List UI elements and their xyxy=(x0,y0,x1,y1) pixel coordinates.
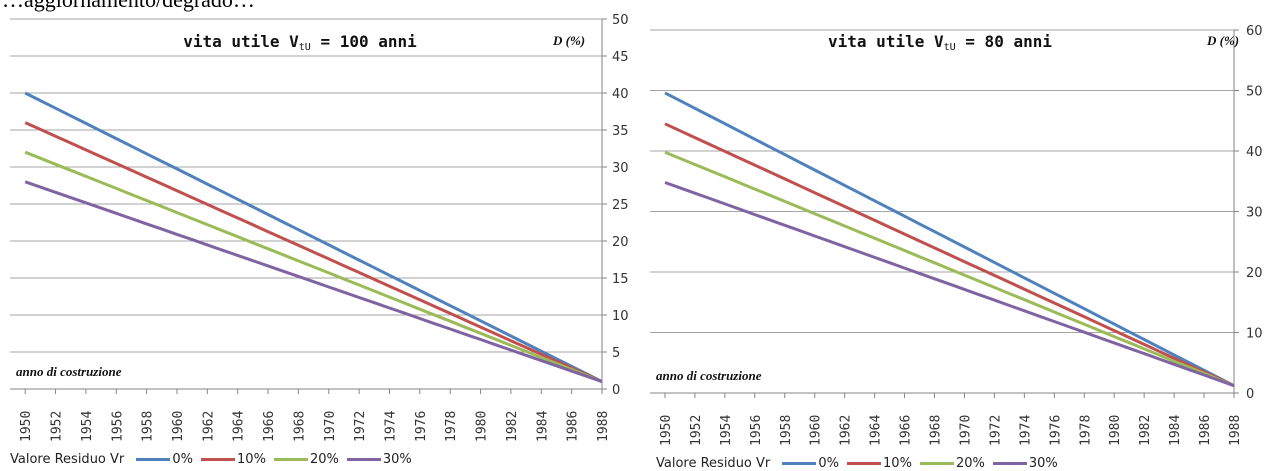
y-tick-label: 15 xyxy=(612,272,629,287)
legend-label: 0% xyxy=(818,456,840,471)
x-tick-label: 1984 xyxy=(1168,415,1183,446)
legend-label: 10% xyxy=(883,456,912,471)
y-tick-label: 40 xyxy=(612,87,629,102)
x-tick-label: 1986 xyxy=(566,411,581,442)
y-tick-label: 40 xyxy=(1246,145,1263,160)
series-line-30pct xyxy=(664,181,1235,388)
x-tick-label: 1954 xyxy=(719,415,734,446)
x-tick-label: 1976 xyxy=(414,411,429,442)
x-tick-label: 1976 xyxy=(1048,415,1063,446)
x-tick-label: 1980 xyxy=(475,411,490,442)
x-tick-label: 1952 xyxy=(689,415,704,446)
series-line-30pct xyxy=(24,180,603,384)
x-axis-label: anno di costruzione xyxy=(16,364,122,379)
y-tick-label: 50 xyxy=(612,13,629,28)
x-tick-label: 1966 xyxy=(262,411,277,442)
y-tick-label: 0 xyxy=(1246,387,1254,402)
legend-swatch xyxy=(201,458,236,461)
legend-swatch xyxy=(782,462,817,465)
y-tick-label: 0 xyxy=(612,383,620,398)
legend: Valore Residuo Vr 0% 10% 20% 30% xyxy=(656,456,1058,471)
x-tick-label: 1962 xyxy=(201,411,216,442)
x-tick-label: 1966 xyxy=(899,415,914,446)
y-tick-label: 10 xyxy=(1246,327,1263,342)
legend-label: 20% xyxy=(309,452,339,467)
chart-left-svg: 0 5 10 15 20 25 30 35 40 45 50 1950 1952 1954 1956 1958… xyxy=(10,13,629,442)
x-tick-label: 1970 xyxy=(958,415,973,446)
figure-caption: …aggiornamento/degrado… xyxy=(2,0,255,13)
series-line-0pct xyxy=(24,91,603,383)
legend-swatch xyxy=(992,462,1027,465)
legend-title: Valore Residuo Vr xyxy=(656,456,771,471)
x-tick-label: 1982 xyxy=(505,411,520,442)
series-line-20pct xyxy=(664,150,1235,388)
y-tick-label: 20 xyxy=(1246,266,1263,281)
x-tick-label: 1962 xyxy=(839,415,854,446)
legend-label: 30% xyxy=(382,452,412,467)
x-tick-label: 1964 xyxy=(232,411,247,442)
legend-swatch xyxy=(136,458,171,461)
y-tick-label: 50 xyxy=(1246,85,1263,100)
x-tick-label: 1964 xyxy=(869,415,884,446)
x-tick-label: 1956 xyxy=(110,411,125,442)
chart-right-svg: 0 10 20 30 40 50 60 1950 1952 1954 1956 1958 1960 196… xyxy=(650,24,1263,446)
y-tick-label: 35 xyxy=(612,124,629,139)
chart-vita-utile-100: 0 5 10 15 20 25 30 35 40 45 50 1950 1952 1954 1956 1958… xyxy=(0,0,630,470)
x-tick-label: 1972 xyxy=(353,411,368,442)
series-line-10pct xyxy=(664,122,1235,388)
legend-label: 30% xyxy=(1028,456,1058,471)
x-tick-label: 1986 xyxy=(1198,415,1213,446)
x-tick-label: 1954 xyxy=(80,411,95,442)
x-tick-label: 1974 xyxy=(383,411,398,442)
y-axis-label: D (%) xyxy=(1206,33,1239,48)
chart-vita-utile-80: 0 10 20 30 40 50 60 1950 1952 1954 1956 1958 1960 196… xyxy=(640,0,1267,471)
x-tick-label: 1974 xyxy=(1018,415,1033,446)
chart-title: vita utile VtU = 80 anni xyxy=(828,32,1052,53)
x-tick-label: 1978 xyxy=(444,411,459,442)
legend-swatch xyxy=(847,462,882,465)
x-tick-label: 1958 xyxy=(141,411,156,442)
y-tick-label: 25 xyxy=(612,198,629,213)
x-tick-label: 1956 xyxy=(749,415,764,446)
x-tick-label: 1978 xyxy=(1078,415,1093,446)
y-tick-label: 30 xyxy=(612,161,629,176)
series-line-0pct xyxy=(664,91,1235,388)
x-tick-label: 1970 xyxy=(323,411,338,442)
x-tick-label: 1960 xyxy=(171,411,186,442)
legend-label: 20% xyxy=(955,456,985,471)
y-axis-label: D (%) xyxy=(552,33,585,48)
x-tick-label: 1980 xyxy=(1108,415,1123,446)
y-tick-label: 60 xyxy=(1246,24,1263,39)
legend-title: Valore Residuo Vr xyxy=(10,452,125,467)
x-tick-label: 1958 xyxy=(779,415,794,446)
y-tick-label: 20 xyxy=(612,235,629,250)
x-tick-label: 1984 xyxy=(535,411,550,442)
x-tick-label: 1968 xyxy=(929,415,944,446)
x-tick-label: 1950 xyxy=(659,415,674,446)
legend-swatch xyxy=(919,462,954,465)
x-axis-label: anno di costruzione xyxy=(656,368,762,383)
x-tick-label: 1972 xyxy=(988,415,1003,446)
x-tick-label: 1968 xyxy=(292,411,307,442)
legend: Valore Residuo Vr 0% 10% 20% 30% xyxy=(10,452,412,467)
legend-swatch xyxy=(346,458,381,461)
legend-label: 0% xyxy=(172,452,194,467)
x-tick-label: 1982 xyxy=(1138,415,1153,446)
legend-swatch xyxy=(273,458,308,461)
y-tick-label: 10 xyxy=(612,309,629,324)
chart-title: vita utile VtU = 100 anni xyxy=(183,32,417,53)
series-line-20pct xyxy=(24,150,603,383)
x-tick-label: 1952 xyxy=(50,411,65,442)
series-line-10pct xyxy=(24,121,603,383)
y-tick-label: 30 xyxy=(1246,206,1263,221)
legend-label: 10% xyxy=(237,452,266,467)
x-tick-label: 1988 xyxy=(596,411,611,442)
x-tick-label: 1960 xyxy=(809,415,824,446)
x-tick-label: 1950 xyxy=(19,411,34,442)
y-tick-label: 5 xyxy=(612,346,620,361)
x-tick-label: 1988 xyxy=(1228,415,1243,446)
y-tick-label: 45 xyxy=(612,50,629,65)
